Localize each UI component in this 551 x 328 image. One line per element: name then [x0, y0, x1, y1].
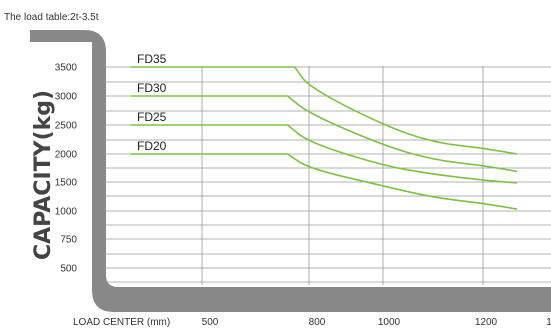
y-tick-labels: 3500 3000 2500 2000 1500 1000 750 500 [55, 63, 78, 275]
y-tick-label: 1000 [55, 207, 78, 218]
x-axis-title: LOAD CENTER (mm) [73, 317, 170, 328]
series-label-fd25: FD25 [137, 110, 167, 124]
series-label-fd30: FD30 [137, 81, 167, 95]
x-tick-labels: 500 800 1000 1200 1 [202, 317, 551, 328]
y-tick-label: 500 [60, 264, 77, 275]
y-tick-label: 750 [60, 235, 77, 246]
y-tick-label: 2000 [55, 150, 78, 161]
series-line-fd35 [130, 66, 518, 155]
series-labels: FD35 FD30 FD25 FD20 [137, 52, 167, 153]
series-line-fd20 [130, 153, 518, 210]
series-lines [130, 66, 518, 210]
y-tick-label: 1500 [55, 178, 78, 189]
series-label-fd20: FD20 [137, 139, 167, 153]
chart-frame [30, 30, 551, 312]
x-tick-label: 1200 [475, 317, 498, 328]
grid-lines [104, 66, 551, 285]
x-tick-label: 1 [546, 317, 551, 328]
y-axis-title: CAPACITY(kg) [31, 90, 56, 260]
y-tick-label: 3500 [55, 63, 78, 74]
series-line-fd30 [130, 95, 518, 173]
x-tick-label: 800 [309, 317, 326, 328]
chart-caption: The load table:2t-3.5t [4, 12, 99, 23]
x-tick-label: 1000 [378, 317, 401, 328]
x-tick-label: 500 [202, 317, 219, 328]
series-line-fd25 [130, 124, 518, 184]
y-tick-label: 3000 [55, 92, 78, 103]
frame-bar [30, 30, 551, 312]
y-tick-label: 2500 [55, 121, 78, 132]
series-label-fd35: FD35 [137, 52, 167, 66]
